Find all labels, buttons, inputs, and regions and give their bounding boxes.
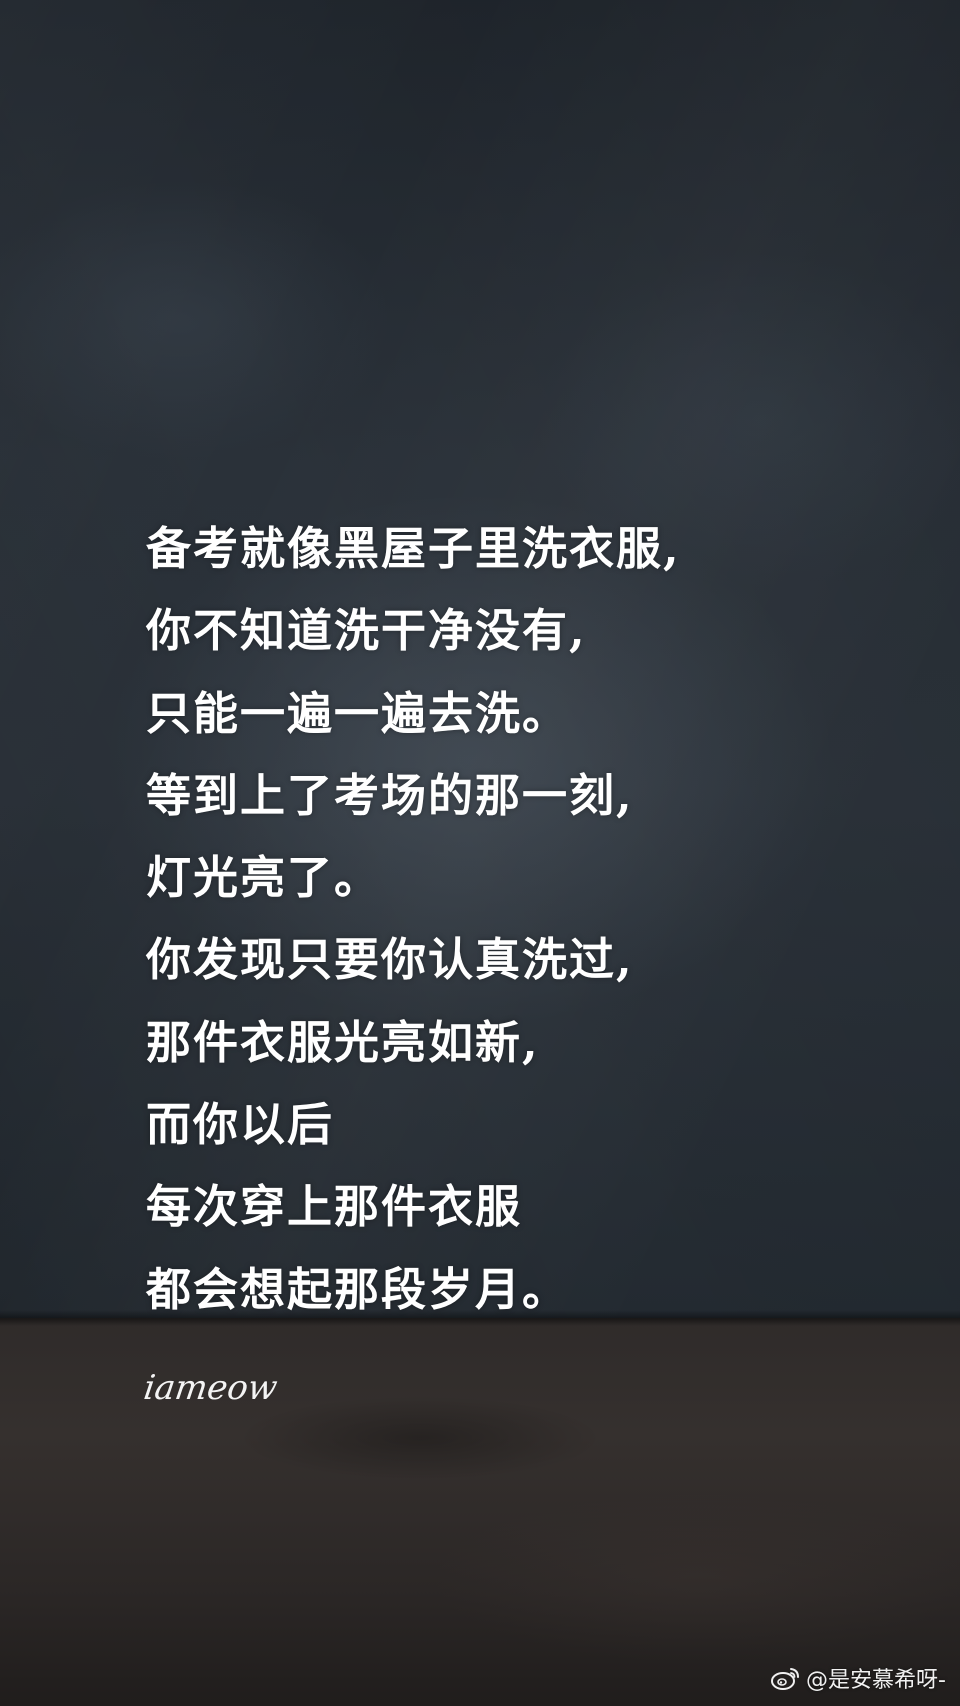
quote-text: 备考就像黑屋子里洗衣服, 你不知道洗干净没有, 只能一遍一遍去洗。 等到上了考场… — [146, 508, 926, 1331]
quote-line: 每次穿上那件衣服 — [146, 1180, 523, 1234]
chalkboard-wall-background — [0, 0, 960, 1318]
quote-line: 你不知道洗干净没有, — [146, 604, 587, 658]
quote-line: 都会想起那段岁月。 — [146, 1262, 570, 1316]
floor-background — [0, 1318, 960, 1706]
iameow-signature: iameow — [141, 1368, 280, 1408]
watermark-handle: @是安慕希呀- — [806, 1668, 946, 1693]
weibo-icon — [770, 1665, 800, 1691]
quote-line: 备考就像黑屋子里洗衣服, — [146, 522, 681, 575]
quote-line: 灯光亮了。 — [146, 851, 382, 905]
quote-line: 只能一遍一遍去洗。 — [146, 686, 570, 740]
quote-line: 那件衣服光亮如新, — [146, 1015, 540, 1069]
wall-floor-edge — [0, 1310, 960, 1326]
quote-line: 你发现只要你认真洗过, — [146, 933, 634, 987]
weibo-watermark: @是安慕希呀- — [770, 1662, 946, 1694]
quote-line: 而你以后 — [146, 1098, 335, 1152]
quote-line: 等到上了考场的那一刻, — [146, 768, 634, 822]
